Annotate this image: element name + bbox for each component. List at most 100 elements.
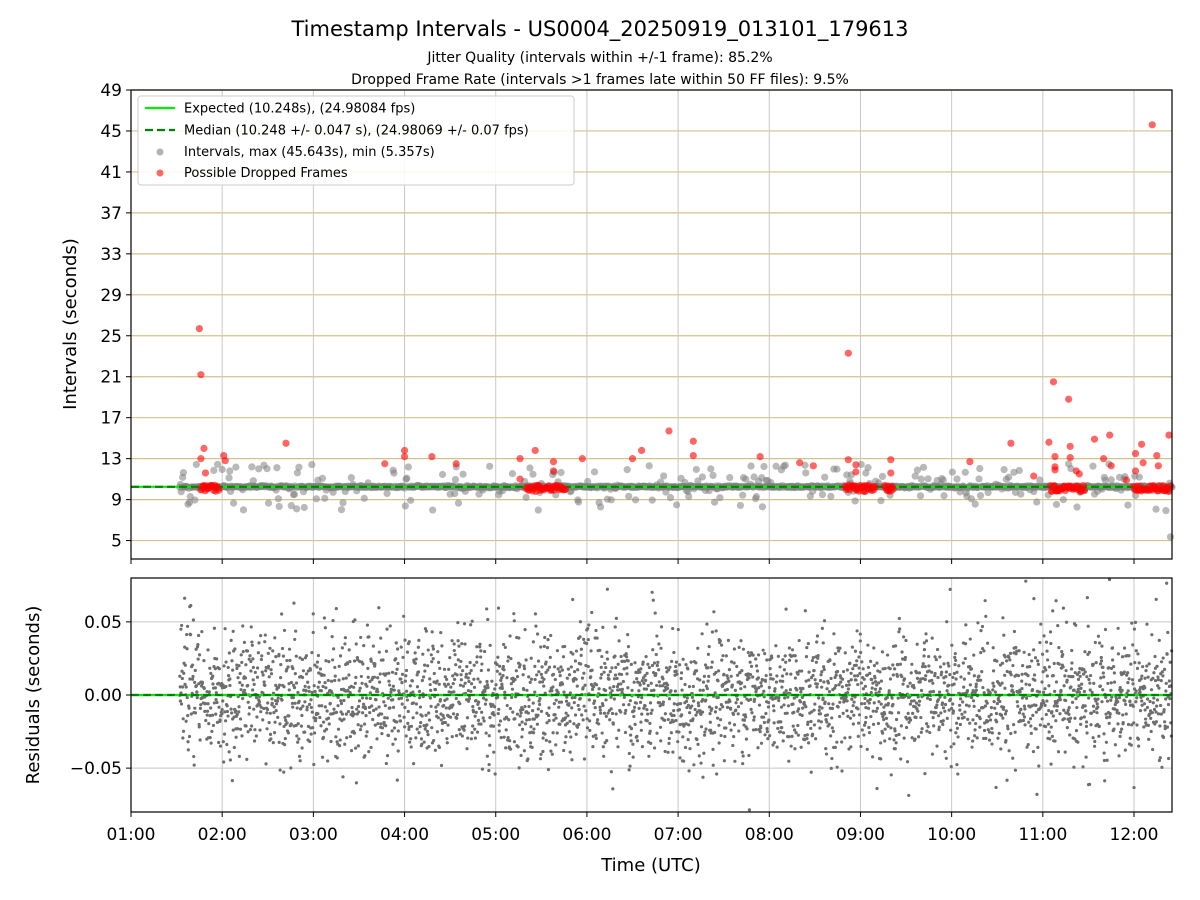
residual-point [183, 596, 187, 600]
residual-point [954, 677, 958, 681]
residual-point [342, 698, 346, 703]
residual-point [361, 662, 365, 666]
residual-point [787, 658, 792, 662]
residual-point [822, 665, 826, 669]
residual-point [1007, 749, 1011, 753]
x-tick-label: 04:00 [380, 825, 429, 845]
residual-point [278, 722, 282, 726]
residual-point [702, 733, 707, 737]
residual-point [647, 665, 651, 670]
residual-point [619, 710, 623, 714]
residual-point [652, 661, 657, 665]
residual-point [308, 668, 313, 672]
residual-point [298, 656, 302, 660]
residual-point [855, 629, 859, 633]
residual-point [236, 727, 240, 731]
residual-point [806, 642, 810, 646]
residual-point [772, 709, 776, 713]
residual-point [224, 684, 228, 689]
interval-point [401, 502, 409, 510]
residual-point [531, 701, 535, 705]
residual-point [314, 716, 318, 721]
residual-point [378, 672, 382, 676]
residual-point [331, 618, 335, 623]
residual-point [1048, 630, 1053, 634]
x-tick-label: 10:00 [927, 825, 976, 845]
residual-point [725, 705, 730, 709]
x-tick-label: 08:00 [745, 825, 794, 845]
dropped-frame-point [1007, 439, 1015, 447]
residual-point [532, 717, 536, 721]
residual-point [179, 627, 183, 631]
residual-point [422, 740, 426, 744]
residual-point [452, 677, 457, 682]
residual-point [451, 681, 455, 686]
residual-point [968, 683, 972, 687]
residual-point [552, 665, 557, 669]
residual-point [699, 761, 703, 765]
residual-point [550, 689, 554, 693]
residual-point [1126, 722, 1131, 727]
residual-point [1160, 670, 1164, 674]
residual-point [910, 699, 914, 703]
residual-point [830, 716, 834, 720]
residual-point [869, 714, 873, 719]
residual-point [486, 617, 490, 622]
residual-point [392, 726, 397, 730]
residual-point [499, 678, 503, 682]
residual-point [1095, 702, 1099, 706]
interval-point [645, 462, 653, 470]
residual-point [900, 675, 904, 679]
residual-point [191, 674, 195, 679]
residual-point [742, 718, 746, 722]
residual-point [1054, 680, 1059, 684]
residual-point [563, 716, 568, 720]
residual-point [185, 695, 189, 700]
residual-point [469, 689, 473, 693]
residual-point [322, 673, 326, 677]
residual-point [498, 672, 502, 676]
residual-point [535, 632, 540, 636]
residual-point [334, 710, 339, 715]
residual-point [1032, 673, 1037, 677]
residual-point [1055, 704, 1059, 708]
residual-point [734, 708, 738, 712]
residual-point [776, 726, 780, 731]
residual-point [207, 722, 211, 726]
residual-point [941, 706, 946, 710]
residual-point [1067, 712, 1071, 716]
residual-point [363, 754, 367, 758]
residual-point [701, 775, 705, 779]
residual-point [415, 711, 419, 715]
residual-point [1047, 730, 1051, 734]
residual-point [1121, 713, 1125, 717]
residual-point [502, 642, 506, 647]
residual-point [1155, 704, 1159, 708]
residual-point [338, 738, 342, 742]
residual-point [668, 720, 673, 725]
residual-point [800, 669, 804, 673]
residual-point [1105, 758, 1109, 762]
residual-point [308, 739, 312, 744]
residual-point [814, 737, 818, 741]
residual-point [228, 683, 232, 688]
residual-point [512, 612, 516, 616]
residual-point [238, 680, 242, 685]
residual-point [549, 749, 553, 753]
residual-point [623, 711, 627, 715]
residual-point [183, 663, 187, 667]
residual-point [1003, 673, 1007, 677]
residual-point [897, 732, 901, 737]
residual-point [244, 663, 248, 667]
residual-point [341, 775, 345, 779]
residual-point [917, 671, 922, 675]
residual-point [927, 654, 931, 659]
legend-intervals-swatch [156, 148, 164, 156]
residual-point [254, 734, 258, 738]
residual-point [612, 684, 616, 689]
residual-point [399, 645, 403, 649]
residual-point [283, 715, 287, 720]
residual-point [373, 723, 377, 727]
dropped-frame-point [282, 439, 290, 447]
residual-point [394, 671, 398, 676]
